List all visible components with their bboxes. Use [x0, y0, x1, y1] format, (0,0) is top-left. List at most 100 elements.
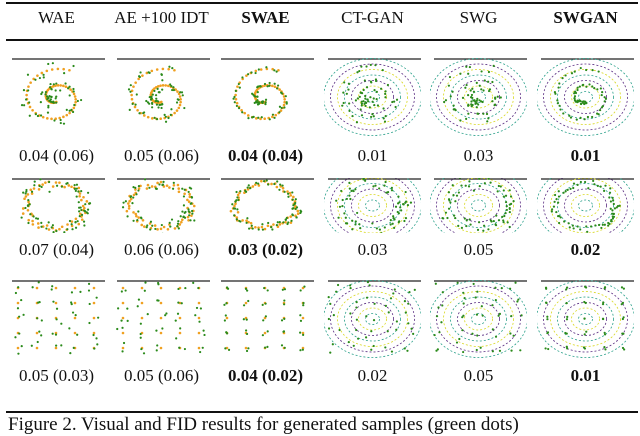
sample-dot: [81, 218, 84, 221]
sample-dot: [396, 320, 398, 322]
sample-dot: [187, 208, 189, 210]
sample-dot: [136, 219, 138, 221]
sample-dot: [544, 347, 546, 349]
sample-dot: [60, 344, 62, 346]
sample-dot: [355, 99, 357, 101]
sample-dot: [23, 197, 26, 200]
sample-dot: [29, 213, 31, 215]
sample-dot: [39, 178, 41, 180]
sample-dot: [45, 91, 47, 93]
fid-score: 0.03: [320, 240, 425, 260]
sample-dot: [97, 317, 99, 319]
sample-dot: [328, 296, 330, 298]
sample-dot: [198, 347, 201, 350]
sample-dot: [191, 210, 193, 212]
sample-dot: [621, 303, 623, 305]
sample-dot: [261, 226, 264, 229]
sample-dot: [162, 84, 165, 87]
sample-dot: [40, 222, 42, 224]
sample-dot: [445, 212, 447, 214]
sample-dot: [65, 114, 68, 117]
sample-dot: [79, 192, 82, 195]
sample-dot: [173, 182, 175, 184]
column-header: AE +100 IDT: [109, 8, 214, 28]
sample-dot: [130, 198, 133, 201]
sample-dot: [466, 219, 468, 221]
sample-dot: [225, 302, 227, 304]
sample-dot: [177, 288, 179, 290]
sample-dot: [70, 301, 72, 303]
sample-dot: [202, 347, 204, 349]
sample-dot: [265, 99, 267, 101]
sample-dot: [138, 298, 140, 300]
sample-dot: [56, 185, 58, 187]
sample-dot: [332, 343, 334, 345]
sample-dot: [38, 188, 41, 191]
sample-dot: [73, 90, 75, 92]
sample-dot: [367, 98, 369, 100]
sample-dot: [157, 85, 160, 88]
sample-dot: [366, 297, 368, 299]
sample-dot: [157, 88, 159, 90]
sample-dot: [260, 180, 263, 183]
sample-dot: [93, 332, 96, 335]
sample-dot: [611, 209, 613, 211]
sample-dot: [602, 318, 604, 320]
sample-dot: [266, 179, 268, 181]
sample-dot: [69, 110, 71, 112]
sample-dot: [73, 93, 76, 96]
sample-dot: [184, 217, 186, 219]
sample-dot: [490, 219, 492, 221]
sample-dot: [448, 198, 450, 200]
sample-dot: [384, 93, 386, 95]
sample-dot: [267, 222, 269, 224]
sample-dot: [191, 213, 193, 215]
sample-plot: [324, 280, 421, 358]
sample-dot: [604, 333, 606, 335]
sample-dot: [248, 184, 250, 186]
sample-dot: [284, 191, 286, 193]
sample-dot: [27, 222, 29, 224]
sample-dot: [46, 98, 48, 100]
sample-dot: [410, 202, 412, 204]
sample-dot: [462, 97, 464, 99]
sample-dot: [271, 228, 273, 230]
sample-dot: [189, 187, 191, 189]
sample-dot: [177, 223, 179, 225]
sample-dot: [597, 185, 599, 187]
sample-dot: [295, 216, 297, 218]
sample-dot: [27, 74, 29, 76]
sample-dot: [169, 225, 171, 227]
sample-dot: [47, 63, 49, 65]
sample-dot: [495, 299, 497, 301]
sample-dot: [283, 299, 285, 301]
sample-dot: [47, 105, 49, 107]
sample-dot: [37, 226, 40, 229]
sample-dot: [513, 200, 515, 202]
sample-dot: [487, 117, 489, 119]
sample-dot: [27, 199, 29, 201]
sample-dot: [255, 70, 258, 73]
sample-dot: [181, 218, 184, 221]
sample-dot: [486, 113, 488, 115]
sample-dot: [176, 90, 179, 93]
sample-dot: [66, 223, 69, 226]
sample-dot: [477, 229, 479, 231]
sample-dot: [499, 350, 501, 352]
sample-dot: [50, 96, 52, 98]
sample-dot: [470, 89, 472, 91]
sample-dot: [33, 187, 36, 190]
sample-dot: [355, 329, 357, 331]
sample-dot: [177, 313, 179, 315]
sample-plot: [430, 58, 527, 136]
sample-dot: [192, 282, 194, 284]
sample-dot: [392, 292, 394, 294]
sample-dot: [262, 319, 264, 321]
sample-dot: [40, 334, 42, 336]
sample-dot: [505, 195, 507, 197]
sample-dot: [394, 288, 396, 290]
fid-score: 0.01: [533, 366, 638, 386]
sample-dot: [464, 217, 466, 219]
sample-dot: [360, 108, 362, 110]
sample-dot: [283, 106, 285, 108]
